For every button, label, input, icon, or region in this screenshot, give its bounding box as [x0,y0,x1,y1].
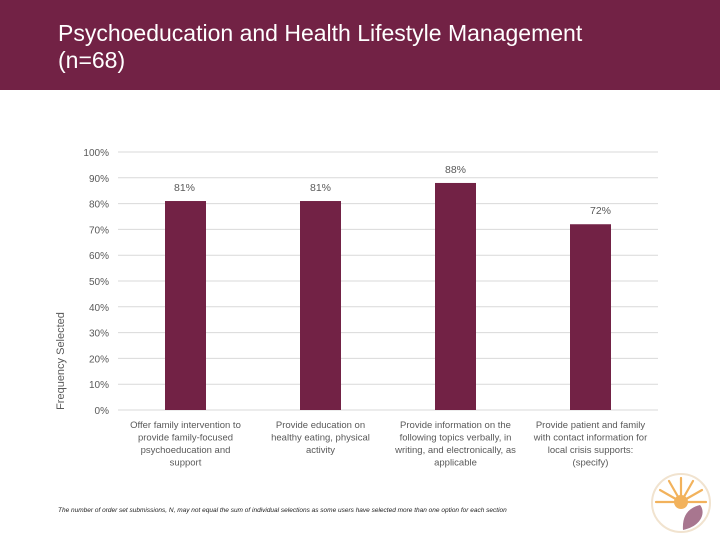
x-tick-label: psychoeducation and [141,445,231,456]
y-tick-label: 0% [95,406,110,417]
x-tick-label: Provide education on [276,420,365,431]
x-tick-label: healthy eating, physical [271,433,370,444]
x-tick-label: support [170,458,202,469]
y-axis-title: Frequency Selected [55,312,67,410]
bar [300,201,341,410]
y-tick-label: 100% [83,148,109,159]
x-tick-label: with contact information for [533,433,648,444]
bar [165,201,206,410]
x-tick-label: writing, and electronically, as [394,445,516,456]
x-tick-label: (specify) [573,458,609,469]
y-tick-label: 80% [89,200,109,211]
title-banner [0,0,720,90]
y-tick-label: 20% [89,354,109,365]
y-tick-label: 40% [89,303,109,314]
slide-title: Psychoeducation and Health Lifestyle Man… [58,20,583,73]
bar [435,182,476,410]
x-tick-label: activity [306,445,335,456]
x-tick-label: Provide patient and family [536,420,646,431]
data-label: 81% [174,182,195,194]
data-label: 81% [310,182,331,194]
y-tick-label: 50% [89,277,109,288]
y-tick-label: 70% [89,225,109,236]
x-tick-label: Offer family intervention to [130,420,241,431]
footnote: The number of order set submissions, N, … [58,507,507,514]
x-tick-label: following topics verbally, in [400,433,512,444]
x-tick-label: local crisis supports: [548,445,634,456]
sunburst-logo-icon [651,473,711,533]
data-label: 88% [445,164,466,176]
y-tick-label: 60% [89,251,109,262]
y-tick-label: 10% [89,380,109,391]
bar [570,224,611,410]
x-tick-label: applicable [434,458,477,469]
x-tick-label: provide family-focused [138,433,233,444]
y-tick-label: 90% [89,174,109,185]
data-label: 72% [590,205,611,217]
x-tick-label: Provide information on the [400,420,511,431]
y-tick-label: 30% [89,329,109,340]
bar-chart: 0% 10% 20% 30% 40% 50% 60% 70% 80% 90% 100% Frequen… [55,148,658,469]
